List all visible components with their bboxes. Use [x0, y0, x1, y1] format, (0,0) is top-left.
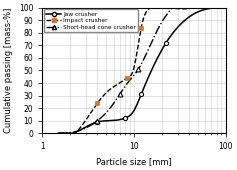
- X-axis label: Particle size [mm]: Particle size [mm]: [96, 157, 172, 166]
- Legend: Jaw crusher, Impact crusher, Short-head cone crusher: Jaw crusher, Impact crusher, Short-head …: [44, 9, 138, 32]
- Y-axis label: Cumulative passing [mass-%]: Cumulative passing [mass-%]: [4, 8, 13, 133]
